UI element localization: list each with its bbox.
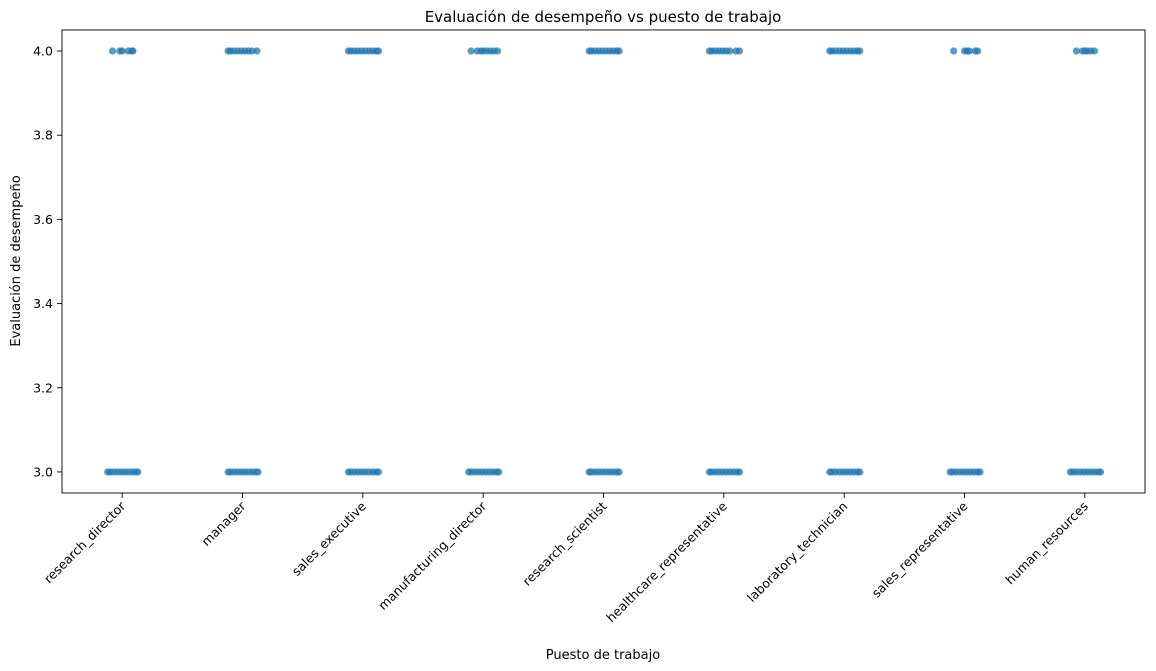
x-tick-label: sales_representative xyxy=(869,498,971,600)
data-point xyxy=(965,47,973,55)
x-tick-label: healthcare_representative xyxy=(603,498,730,625)
x-tick-label: human_resources xyxy=(1002,499,1091,588)
x-tick-label: manager xyxy=(198,498,249,549)
y-axis: 3.0 3.2 3.4 3.6 3.8 4.0 xyxy=(33,44,62,479)
points-layer xyxy=(104,47,1105,476)
data-point xyxy=(950,47,958,55)
data-point xyxy=(118,47,126,55)
data-point xyxy=(254,468,262,476)
data-point xyxy=(374,468,383,476)
y-tick-label: 3.4 xyxy=(33,296,53,311)
plot-frame xyxy=(61,29,1146,494)
data-point xyxy=(976,468,984,476)
y-axis-label: Evaluación de desempeño xyxy=(9,175,24,346)
data-point xyxy=(735,47,744,55)
data-point xyxy=(1090,47,1099,55)
y-tick-label: 3.6 xyxy=(33,212,53,227)
x-axis-label: Puesto de trabajo xyxy=(546,648,660,663)
data-point xyxy=(495,468,503,476)
x-tick-label: research_scientist xyxy=(519,498,609,588)
y-tick-label: 3.8 xyxy=(33,128,53,143)
chart-title: Evaluación de desempeño vs puesto de tra… xyxy=(425,8,782,26)
data-point xyxy=(615,47,623,55)
data-point xyxy=(494,47,502,55)
data-point xyxy=(129,47,137,55)
data-point xyxy=(467,47,475,55)
data-point xyxy=(735,468,744,476)
data-point xyxy=(856,47,864,55)
data-point xyxy=(856,468,864,476)
data-point xyxy=(253,47,261,55)
y-tick-label: 4.0 xyxy=(33,44,53,59)
data-point xyxy=(726,47,734,55)
data-point xyxy=(1072,47,1080,55)
data-point xyxy=(615,468,623,476)
x-tick-label: laboratory_technician xyxy=(744,499,850,605)
data-point xyxy=(374,47,383,55)
x-axis: research_director manager sales_executive m… xyxy=(41,493,1091,625)
data-point xyxy=(974,47,982,55)
x-tick-label: manufacturing_director xyxy=(375,498,490,613)
y-tick-label: 3.0 xyxy=(33,464,53,479)
y-tick-label: 3.2 xyxy=(33,380,53,395)
x-tick-label: sales_executive xyxy=(289,498,369,578)
data-point xyxy=(134,468,142,476)
data-point xyxy=(108,47,117,55)
x-tick-label: research_director xyxy=(41,498,129,586)
data-point xyxy=(1096,468,1105,476)
